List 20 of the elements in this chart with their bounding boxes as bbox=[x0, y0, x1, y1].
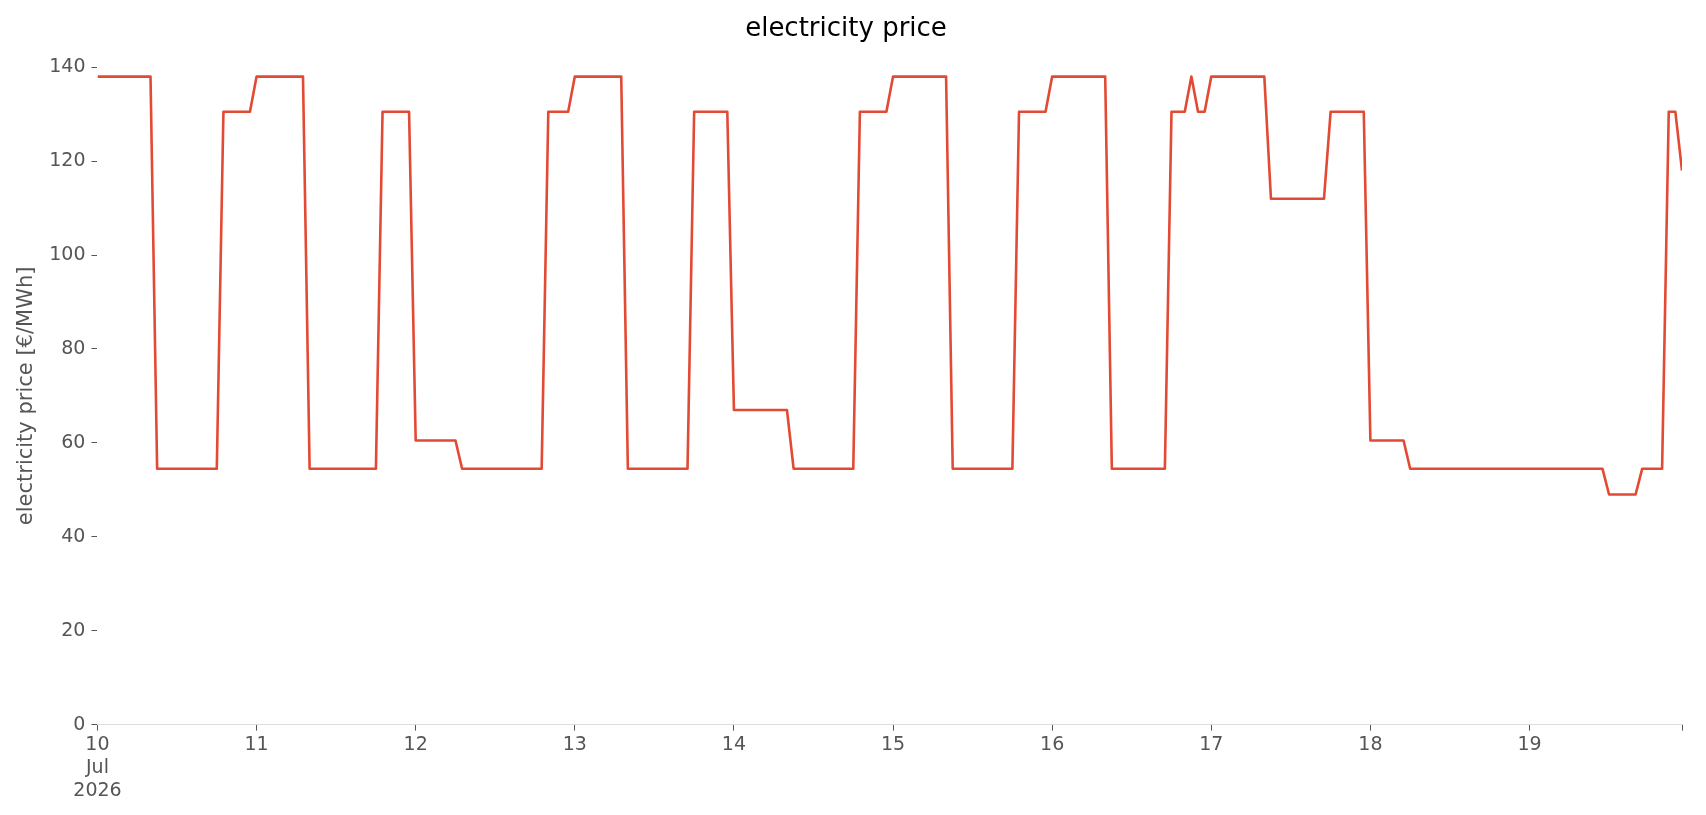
x-tick-label: 14 bbox=[721, 731, 747, 754]
x-tick-label: 17 bbox=[1199, 731, 1224, 754]
y-tick-label: 140 bbox=[49, 54, 86, 77]
y-tick-label: 120 bbox=[49, 148, 86, 171]
x-tick-label: 13 bbox=[562, 731, 587, 754]
x-tick-label: 18 bbox=[1358, 731, 1383, 754]
y-tick-label: 60 bbox=[61, 429, 86, 452]
y-tick-label: 20 bbox=[61, 617, 86, 640]
x-tick-label: 11 bbox=[244, 731, 269, 754]
x-tick-label: 10 Jul 2026 bbox=[73, 731, 122, 800]
y-tick-label: 40 bbox=[61, 523, 86, 546]
y-axis-title: electricity price [€/MWh] bbox=[13, 266, 38, 526]
x-tick-label: 12 bbox=[403, 731, 428, 754]
x-tick-label: 16 bbox=[1040, 731, 1065, 754]
x-tick-label: 19 bbox=[1517, 731, 1542, 754]
chart-title: electricity price bbox=[745, 12, 947, 43]
y-tick-label: 100 bbox=[49, 241, 86, 264]
y-tick-label: 0 bbox=[73, 711, 86, 734]
y-tick-label: 80 bbox=[61, 335, 86, 358]
x-tick-label: 15 bbox=[880, 731, 906, 754]
